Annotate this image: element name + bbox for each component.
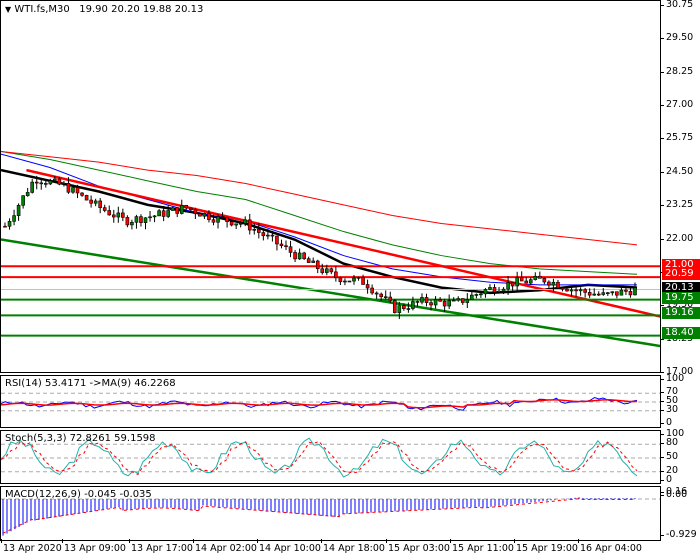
price-axis[interactable]: 30.75 29.50 28.25 27.00 25.75 24.50 23.25 22.00… — [659, 0, 700, 377]
chart-header: ▼ WTI.fs,M30 19.90 20.20 19.88 20.13 — [5, 4, 203, 15]
main-chart-pane[interactable]: ▼ WTI.fs,M30 19.90 20.20 19.88 20.13 — [0, 0, 661, 373]
price-level-tag: 20.59 — [662, 268, 700, 280]
price-chart-canvas — [1, 150, 660, 348]
price-level-tag: 20.13 — [662, 282, 700, 294]
time-tick: 13 Apr 09:00 — [62, 539, 126, 554]
stoch-canvas — [1, 437, 660, 478]
indicator-tick: 0.00 — [659, 490, 687, 500]
price-tick: 24.50 — [659, 166, 693, 177]
price-tick: 30.75 — [659, 0, 693, 10]
macd-canvas — [1, 497, 660, 536]
time-tick: 14 Apr 18:00 — [321, 539, 385, 554]
rsi-pane[interactable]: RSI(14) 53.4171 ->MA(9) 46.2268 — [0, 375, 661, 428]
time-tick: 14 Apr 10:00 — [257, 539, 321, 554]
price-tick: 25.75 — [659, 133, 693, 143]
macd-axis: 0.16 0.00 -0.929 — [659, 486, 700, 541]
indicator-tick: -0.929 — [660, 530, 697, 540]
macd-title: MACD(12,26,9) -0.045 -0.035 — [5, 489, 152, 500]
symbol-label: WTI.fs,M30 — [14, 4, 70, 15]
indicator-tick: 100 — [659, 374, 684, 384]
indicator-tick: 20 — [659, 465, 678, 476]
indicator-tick: 0 — [659, 418, 672, 428]
indicator-tick: 50 — [659, 452, 678, 462]
rsi-title: RSI(14) 53.4171 ->MA(9) 46.2268 — [5, 378, 176, 389]
stoch-title: Stoch(5,3,3) 72.8261 59.1598 — [5, 433, 156, 444]
indicator-tick: 100 — [659, 429, 684, 439]
stoch-axis: 100 80 50 20 0 — [659, 429, 700, 485]
indicator-tick: 0 — [659, 475, 672, 485]
price-level-tag: 18.40 — [662, 327, 700, 339]
time-tick: 13 Apr 2020 — [1, 539, 62, 554]
price-tick: 28.25 — [659, 66, 693, 77]
indicator-tick: 0.16 — [659, 487, 687, 497]
time-tick: 15 Apr 11:00 — [450, 539, 514, 554]
price-tick: 23.25 — [659, 200, 693, 210]
rsi-axis: 100 70 50 30 0 — [659, 374, 700, 428]
ohlc-values: 19.90 20.20 19.88 20.13 — [79, 4, 204, 15]
indicator-tick: 50 — [659, 396, 678, 406]
rsi-canvas — [1, 392, 660, 412]
indicator-tick: 70 — [659, 387, 678, 397]
triangle-down-icon[interactable]: ▼ — [5, 5, 12, 14]
price-level-tag: 19.75 — [662, 292, 700, 304]
price-tick: 29.50 — [659, 33, 693, 43]
price-tick: 17.00 — [659, 367, 693, 377]
time-tick: 16 Apr 04:00 — [578, 539, 642, 554]
price-tick: 22.00 — [659, 233, 693, 244]
stoch-pane[interactable]: Stoch(5,3,3) 72.8261 59.1598 — [0, 430, 661, 484]
time-tick: 15 Apr 03:00 — [386, 539, 450, 554]
indicator-tick: 30 — [659, 404, 678, 415]
time-axis[interactable]: 13 Apr 2020 13 Apr 09:00 13 Apr 17:00 14 Ap… — [0, 539, 661, 560]
time-tick: 14 Apr 02:00 — [193, 539, 257, 554]
price-level-tag: 19.16 — [662, 307, 700, 319]
indicator-tick: 80 — [659, 438, 678, 448]
time-tick: 15 Apr 19:00 — [514, 539, 578, 554]
macd-pane[interactable]: MACD(12,26,9) -0.045 -0.035 — [0, 486, 661, 541]
price-tick: 27.00 — [659, 100, 693, 110]
time-tick: 13 Apr 17:00 — [129, 539, 193, 554]
price-tick: 19.50 — [659, 300, 693, 310]
